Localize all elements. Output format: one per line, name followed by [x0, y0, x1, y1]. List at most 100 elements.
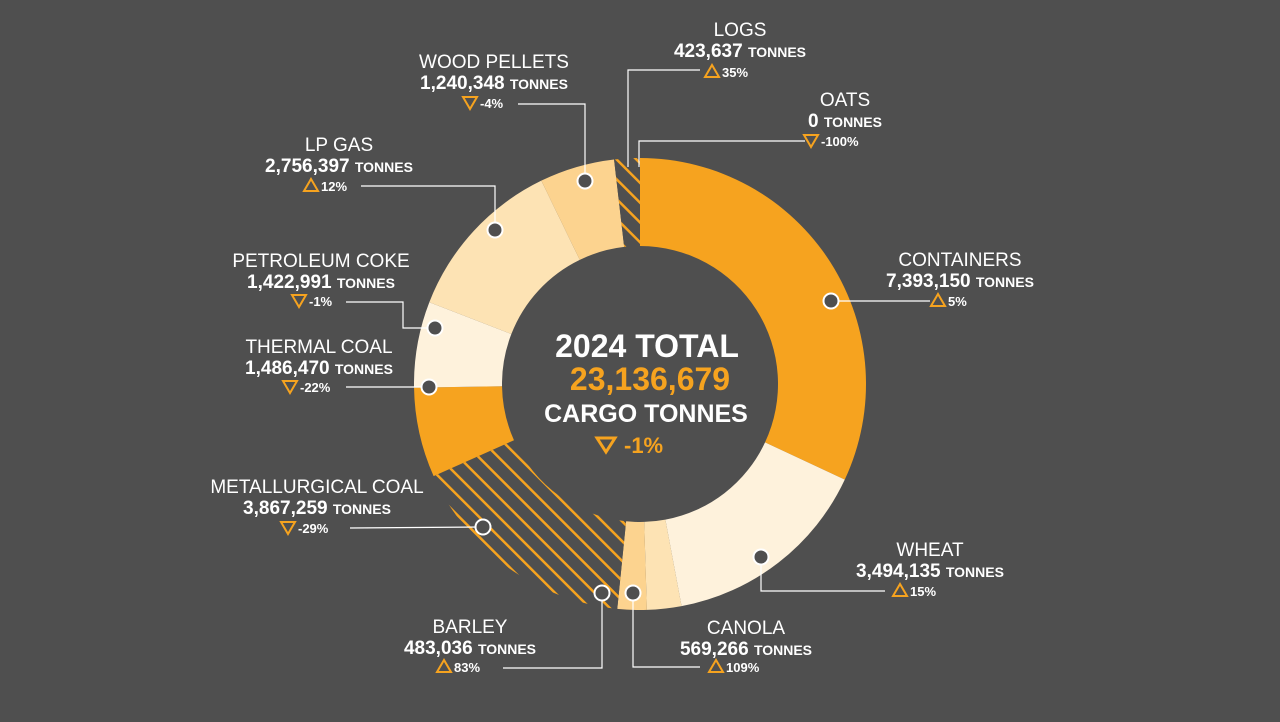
label-change-canola: 109% [726, 660, 760, 675]
label-value-thermal-coal: 1,486,470 TONNES [245, 358, 393, 379]
value-unit: TONNES [976, 274, 1034, 290]
leader-metallurgical-coal [349, 526, 484, 529]
center-change-down-triangle-icon [594, 436, 618, 455]
leader-logs [627, 69, 700, 167]
label-name-thermal-coal: THERMAL COAL [245, 337, 392, 358]
label-change-wood-pellets: -4% [480, 96, 504, 111]
center-total-value: 23,136,679 [570, 361, 730, 397]
leader-barley [503, 593, 603, 669]
label-change-metallurgical-coal: -29% [298, 521, 329, 536]
up-triangle-icon [302, 177, 320, 192]
leader-wood-pellets [518, 103, 586, 181]
value-number: 1,486,470 [245, 358, 335, 379]
value-unit: TONNES [333, 501, 391, 517]
label-change-barley: 83% [454, 660, 480, 675]
marker-containers [822, 292, 840, 310]
marker-wood-pellets [576, 172, 594, 190]
label-name-containers: CONTAINERS [898, 250, 1021, 271]
down-triangle-icon [802, 134, 820, 149]
value-number: 0 [808, 111, 824, 132]
leader-lines [346, 69, 930, 669]
up-triangle-icon [929, 292, 947, 307]
value-number: 1,240,348 [420, 73, 510, 94]
value-number: 483,036 [404, 638, 478, 659]
up-triangle-icon [703, 63, 721, 78]
label-name-wheat: WHEAT [896, 540, 964, 561]
value-unit: TONNES [337, 275, 395, 291]
down-triangle-icon [290, 294, 308, 309]
slice-thermal-coal [414, 386, 514, 477]
marker-thermal-coal [420, 378, 438, 396]
value-unit: TONNES [946, 564, 1004, 580]
donut-slices [414, 158, 866, 610]
label-value-wheat: 3,494,135 TONNES [856, 561, 1004, 582]
label-name-logs: LOGS [714, 20, 767, 41]
value-number: 7,393,150 [886, 271, 976, 292]
value-unit: TONNES [748, 44, 806, 60]
label-value-lp-gas: 2,756,397 TONNES [265, 156, 413, 177]
label-name-lp-gas: LP GAS [305, 135, 373, 156]
label-name-metallurgical-coal: METALLURGICAL COAL [210, 477, 423, 498]
marker-wheat [752, 548, 770, 566]
label-name-petroleum-coke: PETROLEUM COKE [232, 251, 409, 272]
label-change-petroleum-coke: -1% [309, 294, 333, 309]
label-change-wheat: 15% [910, 584, 936, 599]
marker-lp-gas [486, 221, 504, 239]
slice-wheat [665, 442, 845, 607]
slice-metallurgical-coal [433, 440, 627, 609]
center-title: 2024 TOTAL [555, 328, 739, 364]
label-value-petroleum-coke: 1,422,991 TONNES [247, 272, 395, 293]
label-change-logs: 35% [722, 65, 748, 80]
label-change-thermal-coal: -22% [300, 380, 331, 395]
value-unit: TONNES [478, 641, 536, 657]
center-change: -1% [624, 433, 663, 458]
slice-containers [640, 158, 866, 480]
leader-wheat [760, 557, 885, 592]
label-value-metallurgical-coal: 3,867,259 TONNES [243, 498, 391, 519]
value-number: 3,494,135 [856, 561, 946, 582]
value-number: 3,867,259 [243, 498, 333, 519]
leader-lp-gas [361, 185, 496, 230]
value-number: 569,266 [680, 639, 754, 660]
marker-metallurgical-coal [474, 518, 492, 536]
marker-barley [593, 584, 611, 602]
label-value-wood-pellets: 1,240,348 TONNES [420, 73, 568, 94]
slice-wood-pellets [541, 159, 625, 260]
center-summary: 2024 TOTAL 23,136,679 CARGO TONNES -1% [544, 328, 748, 458]
up-triangle-icon [435, 658, 453, 673]
label-value-barley: 483,036 TONNES [404, 638, 536, 659]
value-unit: TONNES [510, 76, 568, 92]
label-name-barley: BARLEY [433, 617, 508, 638]
label-change-lp-gas: 12% [321, 179, 347, 194]
slice-logs [614, 158, 640, 247]
label-change-containers: 5% [948, 294, 967, 309]
label-change-oats: -100% [821, 134, 859, 149]
down-triangle-icon [461, 96, 479, 111]
label-name-oats: OATS [820, 90, 870, 111]
label-name-canola: CANOLA [707, 618, 785, 639]
leader-canola [632, 593, 700, 668]
label-value-containers: 7,393,150 TONNES [886, 271, 1034, 292]
label-value-logs: 423,637 TONNES [674, 41, 806, 62]
leader-oats [638, 140, 805, 167]
up-triangle-icon [707, 658, 725, 673]
leader-petroleum-coke [346, 301, 435, 329]
value-number: 423,637 [674, 41, 748, 62]
label-value-canola: 569,266 TONNES [680, 639, 812, 660]
down-triangle-icon [281, 380, 299, 395]
down-triangle-icon [279, 521, 297, 536]
value-unit: TONNES [355, 159, 413, 175]
value-number: 1,422,991 [247, 272, 337, 293]
value-unit: TONNES [754, 642, 812, 658]
marker-petroleum-coke [426, 319, 444, 337]
value-number: 2,756,397 [265, 156, 355, 177]
label-name-wood-pellets: WOOD PELLETS [419, 52, 569, 73]
up-triangle-icon [891, 582, 909, 597]
value-unit: TONNES [335, 361, 393, 377]
slice-lp-gas [429, 180, 580, 335]
slice-canola [644, 519, 682, 610]
label-value-oats: 0 TONNES [808, 111, 882, 132]
center-subtitle: CARGO TONNES [544, 400, 748, 428]
